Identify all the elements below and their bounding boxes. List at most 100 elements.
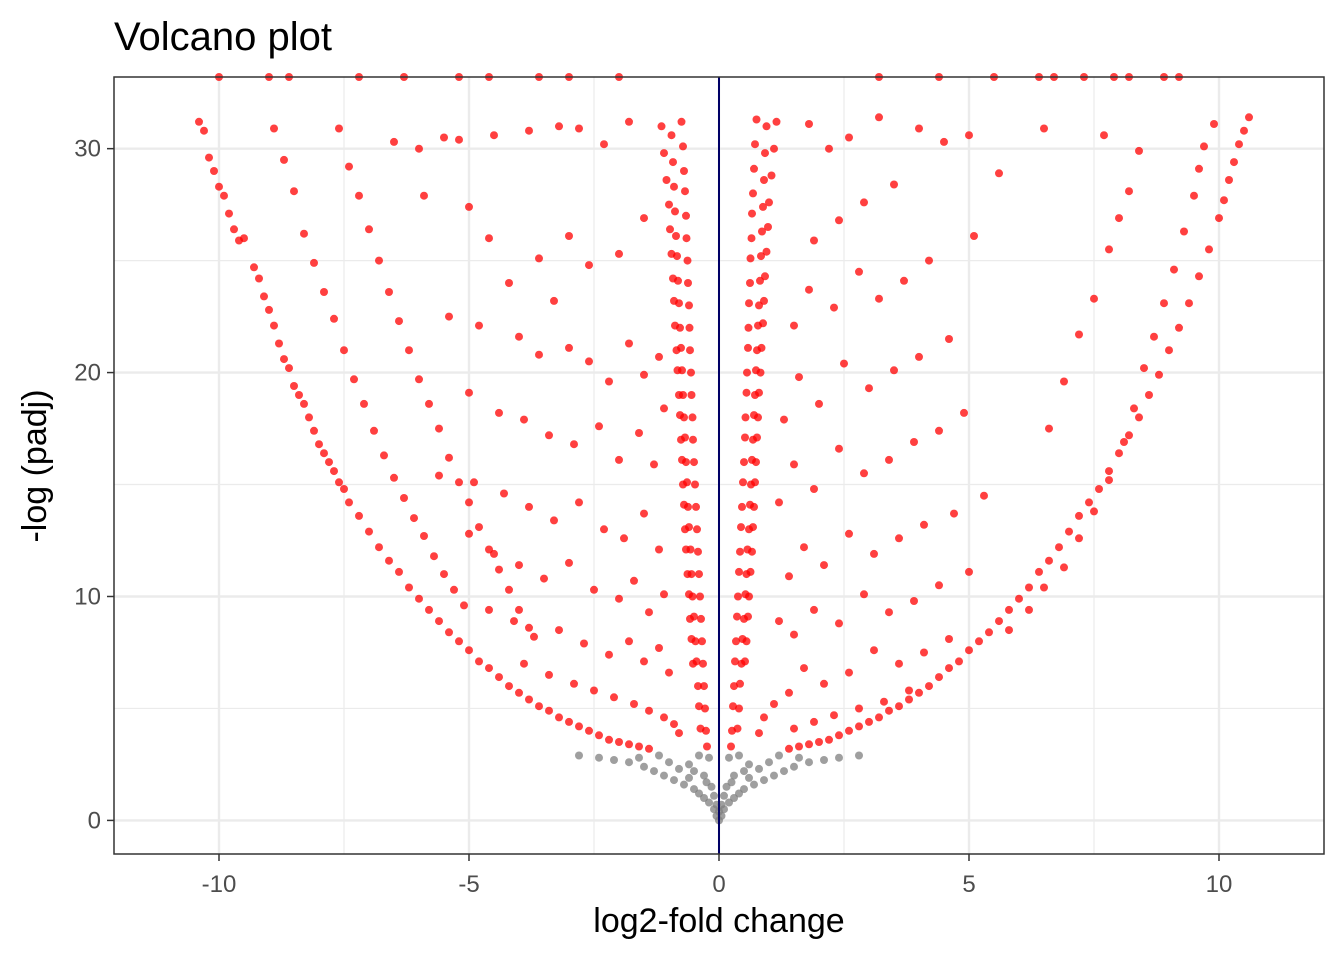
significant-point bbox=[875, 294, 883, 303]
significant-point bbox=[860, 469, 868, 478]
not_significant-point bbox=[727, 778, 736, 787]
not_significant-point bbox=[650, 767, 658, 776]
significant-point bbox=[490, 549, 498, 558]
significant-point bbox=[795, 373, 803, 382]
significant-point bbox=[555, 713, 563, 722]
significant-point bbox=[1040, 583, 1048, 592]
significant-point bbox=[615, 594, 623, 603]
significant-point bbox=[810, 485, 818, 493]
significant-point bbox=[645, 744, 653, 753]
significant-point bbox=[700, 682, 708, 691]
significant-point bbox=[870, 549, 878, 558]
significant-point bbox=[415, 375, 423, 384]
significant-point bbox=[690, 458, 698, 467]
significant-point bbox=[625, 339, 633, 348]
significant-point bbox=[835, 216, 843, 225]
significant-point bbox=[320, 449, 328, 458]
significant-point bbox=[1065, 527, 1073, 536]
significant-point bbox=[485, 234, 493, 243]
significant-point bbox=[485, 605, 493, 614]
significant-point bbox=[925, 256, 933, 265]
significant-point bbox=[666, 225, 674, 234]
significant-point bbox=[1115, 214, 1123, 223]
significant-point bbox=[965, 131, 973, 140]
significant-point bbox=[430, 552, 438, 561]
x-tick-label: 10 bbox=[1206, 871, 1233, 898]
chart-title: Volcano plot bbox=[114, 15, 332, 59]
significant-point bbox=[671, 321, 679, 330]
x-tick-label: -10 bbox=[202, 871, 237, 898]
not_significant-point bbox=[685, 773, 693, 782]
significant-point bbox=[732, 637, 740, 646]
significant-point bbox=[935, 673, 943, 682]
significant-point bbox=[555, 122, 563, 131]
significant-point bbox=[445, 628, 453, 637]
significant-point bbox=[605, 650, 613, 659]
significant-point bbox=[825, 735, 833, 744]
not_significant-point bbox=[770, 771, 778, 780]
significant-point bbox=[744, 612, 752, 621]
significant-point bbox=[785, 688, 793, 697]
significant-point bbox=[671, 207, 679, 216]
significant-point bbox=[695, 702, 703, 711]
significant-point bbox=[585, 357, 593, 366]
significant-point bbox=[1075, 534, 1083, 543]
significant-point bbox=[761, 272, 769, 281]
significant-point bbox=[660, 404, 668, 413]
significant-point bbox=[840, 359, 848, 368]
significant-point bbox=[905, 695, 913, 704]
significant-point bbox=[770, 144, 778, 153]
not_significant-point bbox=[640, 762, 648, 771]
significant-point bbox=[1240, 126, 1248, 135]
significant-point bbox=[920, 648, 928, 657]
significant-point bbox=[679, 480, 687, 489]
significant-point bbox=[280, 355, 288, 364]
not_significant-point bbox=[625, 758, 633, 767]
significant-point bbox=[693, 525, 701, 534]
significant-point bbox=[385, 556, 393, 565]
not_significant-point bbox=[575, 751, 583, 760]
significant-point bbox=[395, 567, 403, 576]
significant-point bbox=[950, 509, 958, 518]
significant-point bbox=[425, 605, 433, 614]
significant-point bbox=[290, 382, 298, 390]
significant-point bbox=[895, 534, 903, 543]
significant-point bbox=[845, 726, 853, 735]
significant-point bbox=[780, 415, 788, 424]
significant-point bbox=[645, 608, 653, 617]
significant-point bbox=[955, 657, 963, 666]
significant-point bbox=[815, 399, 823, 408]
significant-point bbox=[330, 467, 338, 476]
significant-point bbox=[683, 570, 692, 579]
significant-point bbox=[360, 399, 368, 408]
significant-point bbox=[1150, 332, 1158, 341]
significant-point bbox=[945, 335, 953, 343]
significant-point bbox=[694, 682, 702, 691]
significant-point bbox=[1185, 299, 1193, 308]
significant-point bbox=[535, 702, 543, 711]
significant-point bbox=[565, 558, 573, 567]
significant-point bbox=[800, 664, 808, 673]
significant-point bbox=[730, 682, 738, 691]
significant-point bbox=[736, 547, 744, 556]
significant-point bbox=[762, 122, 771, 131]
significant-point bbox=[1165, 346, 1173, 355]
significant-point bbox=[885, 608, 893, 617]
significant-point bbox=[340, 346, 348, 355]
significant-point bbox=[620, 534, 628, 543]
significant-point bbox=[1055, 543, 1063, 552]
significant-point bbox=[745, 592, 753, 601]
significant-point bbox=[535, 350, 543, 359]
significant-point bbox=[295, 391, 303, 399]
significant-point bbox=[280, 155, 288, 164]
significant-point bbox=[250, 263, 258, 272]
x-tick-label: 0 bbox=[712, 871, 725, 898]
significant-point bbox=[743, 368, 751, 377]
significant-point bbox=[465, 388, 473, 397]
significant-point bbox=[757, 343, 766, 352]
significant-point bbox=[691, 480, 699, 489]
not_significant-point bbox=[685, 760, 693, 769]
significant-point bbox=[910, 438, 918, 446]
significant-point bbox=[761, 149, 769, 158]
not_significant-point bbox=[660, 771, 668, 780]
